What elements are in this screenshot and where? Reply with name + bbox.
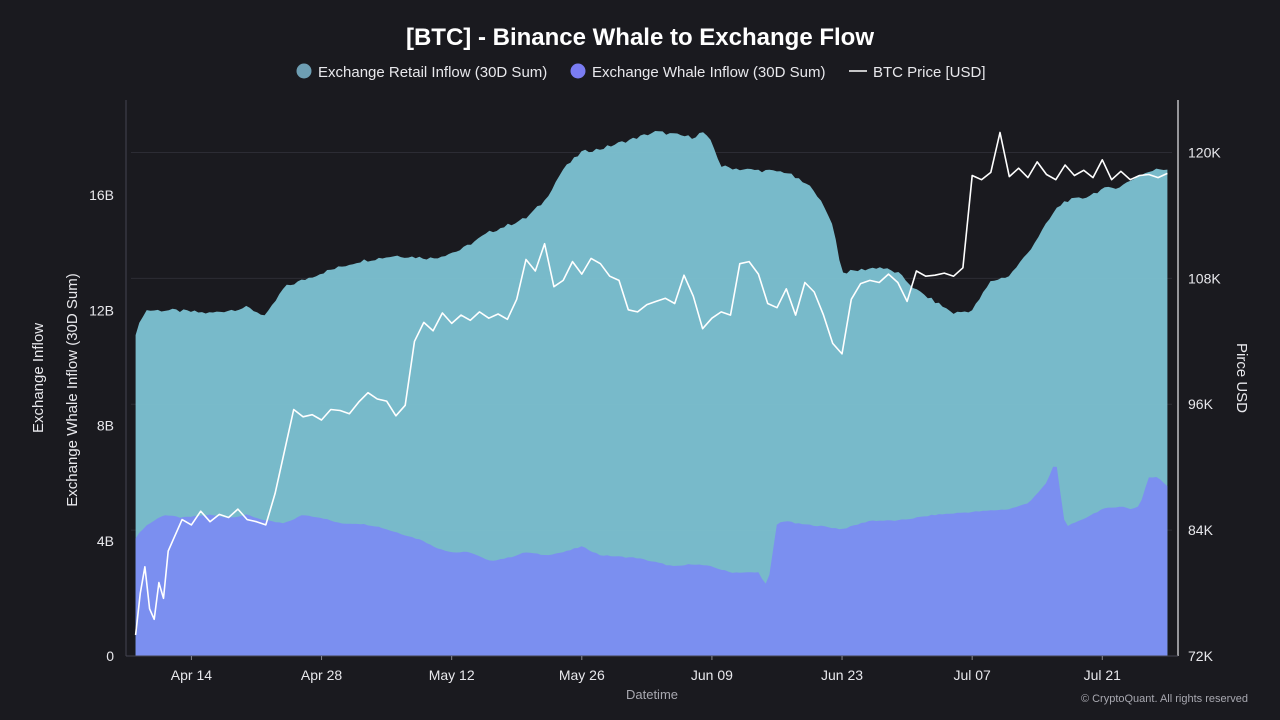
x-tick-label-0: Apr 14 — [171, 667, 212, 683]
x-tick-label-6: Jul 07 — [953, 667, 991, 683]
right-axis-label: Pirce USD — [1233, 343, 1250, 413]
left-axis-ticks: 0 4B 8B 12B 16B — [89, 187, 114, 664]
legend-retail-label: Exchange Retail Inflow (30D Sum) — [318, 64, 547, 81]
legend-whale-label: Exchange Whale Inflow (30D Sum) — [592, 64, 825, 81]
right-tick-label-3: 108K — [1188, 270, 1221, 286]
legend: Exchange Retail Inflow (30D Sum) Exchang… — [296, 63, 986, 81]
whale-inflow-area — [135, 466, 1168, 656]
btc-price-line — [134, 131, 1168, 636]
left-tick-label-0: 0 — [106, 648, 114, 664]
x-tick-label-1: Apr 28 — [301, 667, 342, 683]
legend-retail-marker — [296, 63, 312, 79]
right-tick-label-0: 72K — [1188, 648, 1214, 664]
copyright-notice: © CryptoQuant. All rights reserved — [1081, 693, 1248, 705]
x-tick-label-7: Jul 21 — [1084, 667, 1122, 683]
legend-price-label: BTC Price [USD] — [873, 64, 986, 81]
left-tick-label-1: 4B — [97, 533, 114, 549]
right-tick-label-2: 96K — [1188, 396, 1214, 412]
left-tick-label-2: 8B — [97, 418, 114, 434]
left-axis-label-2: Exchange Whale Inflow (30D Sum) — [64, 273, 81, 506]
left-tick-label-4: 16B — [89, 187, 114, 203]
x-tick-label-4: Jun 09 — [691, 667, 733, 683]
right-tick-label-1: 84K — [1188, 522, 1214, 538]
x-tick-label-2: May 12 — [429, 667, 475, 683]
x-tick-label-5: Jun 23 — [821, 667, 863, 683]
x-axis-label: Datetime — [626, 687, 678, 702]
right-tick-label-4: 120K — [1188, 144, 1221, 160]
x-tick-label-3: May 26 — [559, 667, 605, 683]
x-axis-ticks: Apr 14 Apr 28 May 12 May 26 Jun 09 Jun 23 Jul … — [171, 656, 1121, 683]
right-axis-ticks: 72K 84K 96K 108K 120K — [1188, 144, 1221, 664]
chart-title: [BTC] - Binance Whale to Exchange Flow — [406, 24, 874, 51]
left-axis-label-1: Exchange Inflow — [30, 323, 47, 433]
left-tick-label-3: 12B — [89, 302, 114, 318]
legend-whale-marker — [570, 63, 586, 79]
